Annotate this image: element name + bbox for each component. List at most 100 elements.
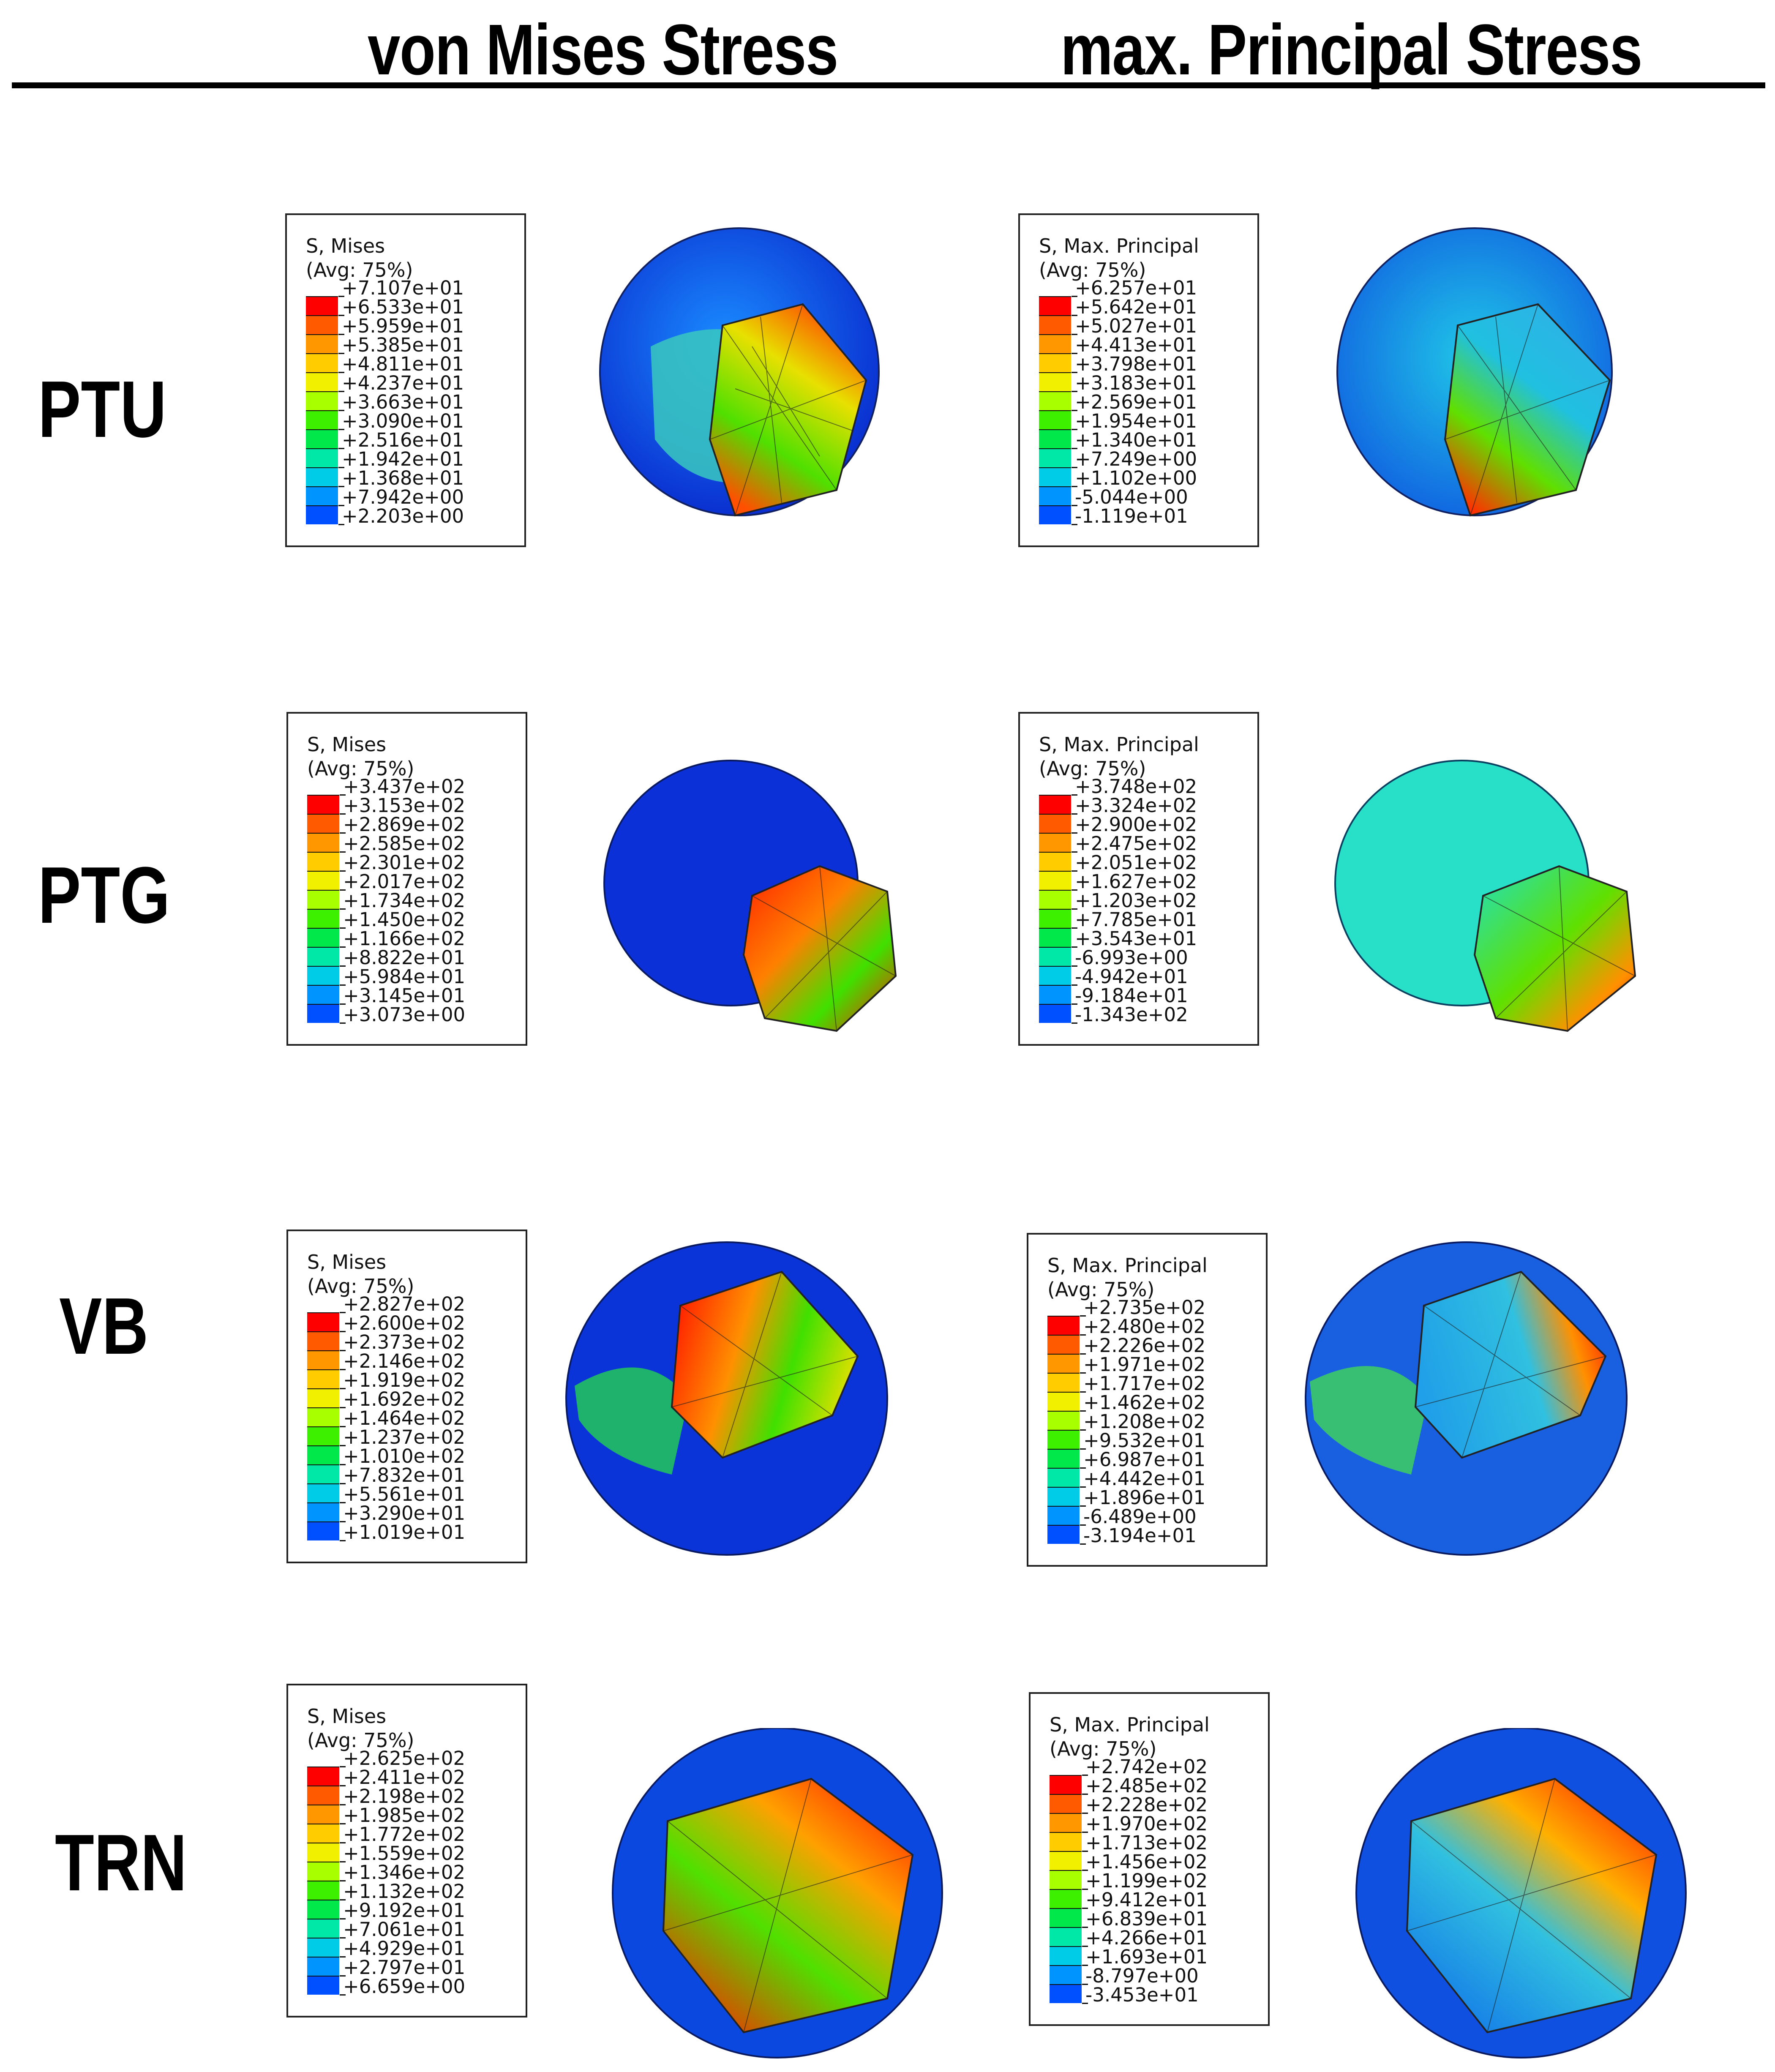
legend-title: S, Max. Principal [1047,1254,1208,1277]
legend-swatch [307,1862,339,1881]
legend-tick [340,870,346,872]
legend-tick [1082,1775,1088,1776]
legend-value: +1.010e+02 [343,1445,466,1467]
legend-value: +2.569e+01 [1075,391,1197,413]
legend-tick [1072,889,1077,891]
legend-tick [340,965,346,967]
legend-swatch [1039,871,1071,890]
legend-colorbar [1039,296,1071,524]
legend-swatch [1050,1946,1082,1965]
legend-swatch [1039,486,1071,505]
legend-value: +1.450e+02 [343,908,466,931]
legend-swatch [306,372,338,391]
legend-swatch [1050,1832,1082,1851]
legend-value: +2.480e+02 [1083,1315,1206,1338]
legend-swatch [307,928,339,947]
legend-tick [340,889,346,891]
legend-tick [1082,1946,1088,1947]
legend-tick [1072,870,1077,872]
legend-tick [1072,353,1077,354]
model-ptg-principal [1334,760,1636,1032]
legend-title: S, Mises [307,1705,387,1728]
legend-value: +4.413e+01 [1075,334,1197,356]
legend-swatch [1039,410,1071,429]
legend-colorbar [1050,1775,1082,2003]
legend-tick [338,372,344,373]
legend-tick [1072,1003,1077,1005]
legend-swatch [307,1312,339,1331]
legend-tick [1072,372,1077,373]
legend-value: +1.896e+01 [1083,1486,1206,1509]
legend-value: +4.237e+01 [342,372,464,394]
legend-tick [340,1842,346,1843]
legend-tick [1080,1372,1086,1374]
legend-ptu-principal: S, Max. Principal (Avg: 75%) +6.257e+01 +5.… [1018,213,1259,547]
legend-swatch [1039,1004,1071,1023]
legend-tick [340,1426,346,1427]
legend-swatch [1047,1449,1080,1468]
legend-avg: (Avg: 75%) [1050,1737,1157,1760]
legend-value: +2.226e+02 [1083,1334,1206,1357]
legend-swatch [1039,315,1071,334]
legend-value: -3.194e+01 [1083,1524,1197,1547]
legend-avg: (Avg: 75%) [1047,1278,1155,1301]
legend-swatch [307,1824,339,1843]
legend-tick [340,1003,346,1005]
legend-tick [340,1956,346,1957]
legend-swatch [307,1957,339,1976]
legend-value: +3.663e+01 [342,391,464,413]
legend-value: +2.051e+02 [1075,851,1197,874]
model-ptu-mises [599,227,880,517]
legend-swatch [307,1881,339,1900]
legend-swatch [1050,1927,1082,1946]
model-ptu-principal [1336,227,1613,517]
legend-tick [1082,1889,1088,1890]
legend-value: +4.929e+01 [343,1937,466,1960]
legend-value: +3.145e+01 [343,984,466,1007]
legend-tick [1072,296,1077,297]
legend-value: +2.203e+00 [342,505,464,527]
legend-value: +7.061e+01 [343,1918,466,1941]
legend-tick [340,1388,346,1389]
legend-value: +2.228e+02 [1085,1794,1208,1816]
legend-swatch [1047,1411,1080,1430]
legend-value: +5.027e+01 [1075,315,1197,337]
legend-tick [340,946,346,948]
legend-value: +1.942e+01 [342,448,464,470]
legend-tick [340,1407,346,1408]
legend-tick [1072,486,1077,487]
legend-tick [1080,1391,1086,1393]
legend-colorbar [307,795,339,1023]
legend-value: +2.742e+02 [1085,1756,1208,1778]
legend-tick [340,1521,346,1522]
legend-tick [338,448,344,449]
legend-swatch [1047,1525,1080,1544]
legend-value: +1.970e+02 [1085,1813,1208,1835]
legend-swatch [307,1464,339,1483]
legend-swatch [307,852,339,871]
legend-value: -9.184e+01 [1075,984,1188,1007]
legend-swatch [1039,334,1071,353]
legend-tick [1072,965,1077,967]
legend-value: +2.797e+01 [343,1956,466,1979]
legend-tick [1082,1794,1088,1795]
legend-tick [338,410,344,411]
legend-value: +1.734e+02 [343,889,466,912]
legend-value: +2.900e+02 [1075,813,1197,836]
legend-swatch [1039,448,1071,467]
legend-swatch [306,334,338,353]
legend-tick [1072,315,1077,316]
legend-value: +1.713e+02 [1085,1832,1208,1854]
legend-swatch [1039,909,1071,928]
legend-swatch [306,448,338,467]
legend-swatch [307,947,339,966]
legend-tick [1080,1353,1086,1355]
legend-tick [340,813,346,815]
legend-swatch [1050,1794,1082,1813]
legend-swatch [1047,1468,1080,1487]
legend-ptu-mises: S, Mises (Avg: 75%) +7.107e+01 +6.533e+01 +5… [285,213,526,547]
legend-value: +2.411e+02 [343,1766,466,1788]
legend-value: +1.693e+01 [1085,1946,1208,1968]
legend-value: +2.301e+02 [343,851,466,874]
model-vb-mises [565,1241,888,1556]
